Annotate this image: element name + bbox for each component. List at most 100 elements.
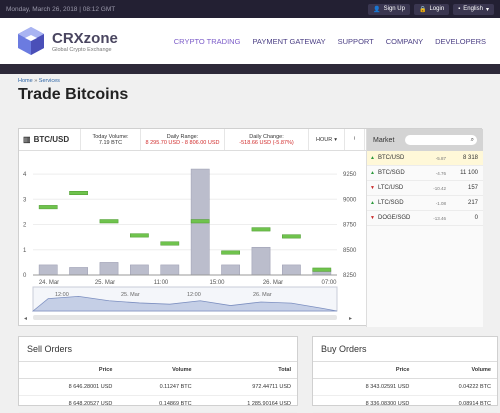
chart-type-button[interactable]: ⍿ bbox=[345, 129, 365, 150]
market-panel: Market ⌕ ▲ BTC/USD -5.87 8 318 ▲ BTC/SGD -4.76 1… bbox=[366, 129, 483, 327]
nav-support[interactable]: SUPPORT bbox=[337, 36, 374, 46]
x-tick: 11:00 bbox=[154, 280, 169, 286]
volume-bar bbox=[130, 264, 149, 276]
sell-orders-title: Sell Orders bbox=[19, 337, 297, 362]
current-date: Monday, March 26, 2018 bbox=[6, 5, 78, 13]
buy-orders-title: Buy Orders bbox=[313, 337, 497, 362]
market-row-ltc-usd[interactable]: ▼ LTC/USD -10.42 157 bbox=[367, 181, 483, 196]
price-candle bbox=[221, 250, 240, 255]
change-label: Daily Change: bbox=[249, 133, 284, 140]
candle-icon: ⍿ bbox=[353, 136, 356, 142]
y-right-tick: 8250 bbox=[343, 273, 357, 279]
buy-orders-panel: Buy Orders Price Volume 8 343.02591 USD 0.… bbox=[312, 336, 498, 413]
y-left-tick: 0 bbox=[23, 273, 27, 279]
navigator-label: 25. Mar bbox=[121, 292, 140, 298]
trading-panel: ▥ BTC/USD Today Volume: 7.19 BTC Daily Ran… bbox=[18, 128, 483, 327]
market-pair: BTC/USD bbox=[378, 155, 405, 161]
market-pair: DOGE/SGD bbox=[378, 215, 411, 221]
logo-tagline: Global Crypto Exchange bbox=[52, 46, 112, 53]
price-chart[interactable]: 0 1 2 3 4 8250 8500 8750 9000 9250 24. Mar 25. Mar 1… bbox=[19, 151, 366, 327]
nav-payment-gateway[interactable]: PAYMENT GATEWAY bbox=[252, 36, 326, 46]
pair-selector[interactable]: ▥ BTC/USD bbox=[19, 129, 81, 150]
market-row-btc-usd[interactable]: ▲ BTC/USD -5.87 8 318 bbox=[367, 151, 483, 166]
arrow-down-icon: ▼ bbox=[370, 215, 375, 221]
breadcrumb: Home » Services bbox=[18, 78, 60, 84]
market-change: -4.76 bbox=[435, 170, 446, 176]
market-row-btc-sgd[interactable]: ▲ BTC/SGD -4.76 11 100 bbox=[367, 166, 483, 181]
volume-bar bbox=[221, 264, 240, 276]
chart-icon: ▥ bbox=[23, 135, 31, 144]
price-candle bbox=[99, 219, 119, 224]
main-nav: CRYPTO TRADING PAYMENT GATEWAY SUPPORT C… bbox=[174, 37, 486, 46]
breadcrumb-home[interactable]: Home bbox=[18, 78, 33, 84]
volume-bar bbox=[282, 264, 301, 276]
market-title: Market bbox=[373, 136, 395, 144]
navigator-label: 12:00 bbox=[187, 292, 201, 298]
market-row-doge-sgd[interactable]: ▼ DOGE/SGD -13.46 0 bbox=[367, 211, 483, 226]
search-icon: ⌕ bbox=[470, 136, 474, 143]
price-candle bbox=[38, 205, 58, 210]
interval-select[interactable]: HOUR ▾ bbox=[309, 129, 345, 150]
price-candle bbox=[251, 227, 271, 232]
x-tick: 15:00 bbox=[209, 280, 225, 286]
x-tick: 25. Mar bbox=[95, 280, 115, 286]
market-price: 0 bbox=[474, 215, 478, 221]
x-tick: 24. Mar bbox=[39, 280, 59, 286]
logo-mark-icon bbox=[18, 27, 44, 55]
market-pair: BTC/SGD bbox=[378, 170, 405, 176]
scroll-left-arrow-icon: ◂ bbox=[24, 316, 27, 322]
table-row[interactable]: 8 648.20527 USD 0.14869 BTC 1 285.90164 US… bbox=[19, 395, 297, 413]
nav-developers[interactable]: DEVELOPERS bbox=[435, 36, 486, 46]
market-row-ltc-sgd[interactable]: ▲ LTC/SGD -1.08 217 bbox=[367, 196, 483, 211]
navigator-series bbox=[31, 295, 338, 312]
change-value: -518.66 USD (-5.87%) bbox=[239, 139, 294, 146]
volume-label: Today Volume: bbox=[92, 133, 129, 140]
nav-crypto-trading[interactable]: CRYPTO TRADING bbox=[173, 36, 241, 46]
market-search[interactable]: ⌕ bbox=[405, 135, 477, 145]
navigator-scrollbar bbox=[33, 315, 337, 320]
market-change: -5.87 bbox=[435, 155, 446, 161]
signup-button[interactable]: 👤 Sign Up bbox=[368, 3, 410, 15]
x-tick: 26. Mar bbox=[263, 280, 283, 286]
volume-bar bbox=[38, 264, 58, 276]
nav-company[interactable]: COMPANY bbox=[385, 36, 424, 46]
page-title: Trade Bitcoins bbox=[18, 86, 129, 103]
stats-bar: ▥ BTC/USD Today Volume: 7.19 BTC Daily Ran… bbox=[19, 129, 366, 151]
market-price: 8 318 bbox=[462, 155, 478, 161]
market-price: 217 bbox=[467, 200, 478, 206]
y-right-tick: 9250 bbox=[343, 172, 357, 178]
top-bar: Monday, March 26, 2018 | 08:12 GMT 👤 Sign… bbox=[0, 0, 500, 18]
price-candle bbox=[190, 219, 210, 224]
arrow-up-icon: ▲ bbox=[370, 155, 375, 161]
y-right-tick: 9000 bbox=[343, 197, 357, 203]
price-candle bbox=[312, 267, 332, 272]
sell-orders-table: Price Volume Total 8 646.28001 USD 0.11247 … bbox=[19, 362, 297, 413]
scroll-right-arrow-icon: ▸ bbox=[349, 316, 352, 322]
y-left-tick: 2 bbox=[23, 223, 27, 229]
login-button[interactable]: 🔒 Login bbox=[413, 3, 450, 15]
user-icon: 👤 bbox=[373, 6, 381, 13]
logo[interactable]: CRXzone Global Crypto Exchange bbox=[16, 26, 118, 56]
logo-name: CRXzone bbox=[52, 29, 118, 47]
table-row[interactable]: 8 343.02591 USD 0.04222 BTC bbox=[313, 378, 497, 396]
volume-bar bbox=[99, 262, 119, 276]
price-candle bbox=[130, 233, 149, 238]
volume-bar bbox=[69, 267, 88, 276]
table-row[interactable]: 8 646.28001 USD 0.11247 BTC 972.44711 USD bbox=[19, 378, 297, 396]
lock-icon: 🔒 bbox=[418, 6, 427, 13]
price-candle bbox=[282, 234, 301, 239]
market-price: 11 100 bbox=[460, 170, 478, 176]
market-change: -10.42 bbox=[433, 185, 446, 191]
sell-orders-panel: Sell Orders Price Volume Total 8 646.28001… bbox=[18, 336, 298, 413]
table-row[interactable]: 8 336.08300 USD 0.08914 BTC bbox=[313, 395, 497, 413]
range-value: 8 295.70 USD - 8 806.00 USD bbox=[145, 139, 220, 146]
navigator-label: 26. Mar bbox=[253, 292, 272, 298]
price-candle bbox=[160, 241, 180, 246]
market-pair: LTC/USD bbox=[378, 185, 404, 191]
arrow-up-icon: ▲ bbox=[370, 200, 375, 206]
y-left-tick: 1 bbox=[23, 248, 27, 254]
language-select[interactable]: ▪ English ▾ bbox=[453, 3, 494, 15]
y-right-tick: 8500 bbox=[343, 248, 357, 254]
y-left-tick: 3 bbox=[23, 197, 27, 203]
breadcrumb-services[interactable]: Services bbox=[38, 78, 60, 84]
